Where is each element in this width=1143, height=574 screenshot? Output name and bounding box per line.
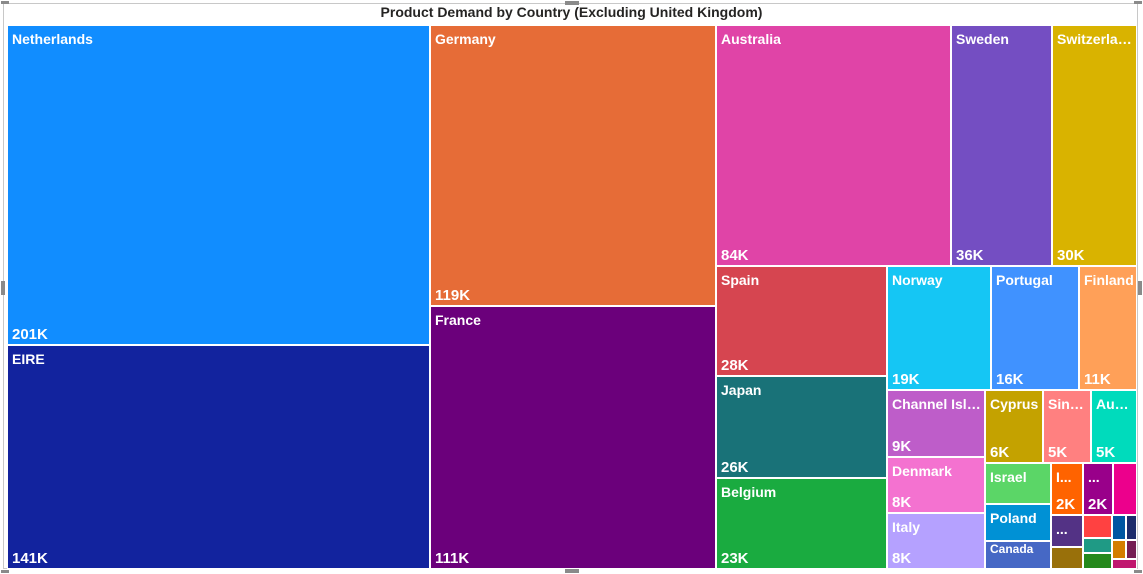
tile-category-label: Portugal	[996, 272, 1053, 288]
resize-handle-bottom[interactable]	[565, 569, 579, 573]
tile-category-label: Australia	[721, 31, 781, 47]
tile-value-label: 26K	[721, 459, 749, 476]
treemap-tile-channel-islands-13[interactable]: Channel Islands 9K	[887, 390, 985, 457]
treemap-tile-singapore-17[interactable]: Singapore 5K	[1043, 390, 1091, 463]
treemap-tile-norway-10[interactable]: Norway 19K	[887, 266, 991, 390]
resize-handle-right[interactable]	[1138, 281, 1142, 295]
treemap-tile-denmark-14[interactable]: Denmark 8K	[887, 457, 985, 513]
tile-value-label: 6K	[990, 444, 1010, 461]
tile-value-label: 28K	[721, 357, 749, 374]
tile-category-label: EIRE	[12, 351, 45, 367]
tile-category-label: ...	[1088, 469, 1100, 485]
tile-category-label: Poland	[990, 510, 1037, 526]
tile-value-label: 2K	[1056, 496, 1076, 513]
treemap-tile-portugal-11[interactable]: Portugal 16K	[991, 266, 1079, 390]
tile-category-label: Belgium	[721, 484, 777, 500]
tile-category-label: Finland	[1084, 272, 1134, 288]
resize-handle-top-right[interactable]	[1134, 1, 1142, 4]
tile-category-label: Channel Islands	[892, 396, 982, 412]
treemap-tile-eire-1[interactable]: EIRE 141K	[7, 345, 430, 569]
tile-category-label: Denmark	[892, 463, 952, 479]
tile-category-label: Germany	[435, 31, 496, 47]
tile-value-label: 5K	[1048, 444, 1068, 461]
tile-value-label: 141K	[12, 550, 48, 567]
tile-value-label: 11K	[1084, 371, 1111, 388]
resize-handle-bottom-right[interactable]	[1134, 570, 1142, 573]
treemap-tile-unlabeled-29[interactable]	[1083, 553, 1112, 569]
tile-value-label: 16K	[996, 371, 1024, 388]
tile-category-label: Austria	[1096, 396, 1134, 412]
treemap-tile-germany-2[interactable]: Germany 119K	[430, 25, 716, 306]
treemap-tile-australia-4[interactable]: Australia 84K	[716, 25, 951, 266]
tile-category-label: Canada	[990, 542, 1034, 556]
treemap-tile-unlabeled-28[interactable]	[1083, 538, 1112, 553]
tile-value-label: 19K	[892, 371, 920, 388]
treemap-tile-unlabeled-30[interactable]	[1112, 515, 1126, 540]
tile-category-label: ...	[1056, 521, 1068, 537]
tile-category-label: Singapore	[1048, 396, 1088, 412]
tile-category-label: Japan	[721, 382, 762, 398]
tile-value-label: 23K	[721, 550, 749, 567]
treemap-tile-unlabeled-27[interactable]	[1083, 515, 1112, 538]
treemap-tile-switzerland-6[interactable]: Switzerland 30K	[1052, 25, 1137, 266]
tile-category-label: Spain	[721, 272, 760, 288]
tile-category-label: France	[435, 312, 481, 328]
treemap-tile-i-22[interactable]: I... 2K	[1051, 463, 1083, 515]
resize-handle-bottom-left[interactable]	[1, 570, 9, 573]
treemap-chart: Netherlands 201K EIRE 141K Germany 119K France…	[7, 25, 1137, 569]
tile-value-label: 30K	[1057, 247, 1085, 264]
treemap-tile-japan-8[interactable]: Japan 26K	[716, 376, 887, 478]
treemap-tile-spain-7[interactable]: Spain 28K	[716, 266, 887, 376]
treemap-tile-finland-12[interactable]: Finland 11K	[1079, 266, 1137, 390]
treemap-tile-cyprus-16[interactable]: Cyprus 6K	[985, 390, 1043, 463]
treemap-tile-unlabeled-31[interactable]	[1112, 540, 1126, 559]
treemap-tile-belgium-9[interactable]: Belgium 23K	[716, 478, 887, 569]
tile-value-label: 119K	[435, 287, 471, 304]
tile-value-label: 111K	[435, 550, 470, 567]
tile-value-label: 8K	[892, 550, 912, 567]
tile-category-label: Switzerland	[1057, 31, 1134, 47]
treemap-tile-unlabeled-23[interactable]: ... 2K	[1083, 463, 1113, 515]
resize-handle-top-left[interactable]	[1, 1, 9, 4]
chart-title: Product Demand by Country (Excluding Uni…	[380, 4, 763, 20]
tile-value-label: 84K	[721, 247, 749, 264]
tile-value-label: 9K	[892, 438, 912, 455]
treemap-tile-unlabeled-25[interactable]: ...	[1051, 515, 1083, 547]
treemap-tile-israel-19[interactable]: Israel	[985, 463, 1051, 504]
tile-category-label: Italy	[892, 519, 921, 535]
tile-value-label: 2K	[1088, 496, 1108, 513]
treemap-tile-sweden-5[interactable]: Sweden 36K	[951, 25, 1052, 266]
tile-value-label: 5K	[1096, 444, 1116, 461]
treemap-tile-canada-21[interactable]: Canada	[985, 541, 1051, 569]
treemap-tile-unlabeled-33[interactable]	[1126, 540, 1137, 559]
resize-handle-left[interactable]	[1, 281, 5, 295]
treemap-tile-netherlands-0[interactable]: Netherlands 201K	[7, 25, 430, 345]
treemap-tile-unlabeled-34[interactable]	[1112, 559, 1137, 569]
tile-category-label: Norway	[892, 272, 943, 288]
tile-category-label: Cyprus	[990, 396, 1039, 412]
tile-category-label: Sweden	[956, 31, 1009, 47]
tile-category-label: Netherlands	[12, 31, 93, 47]
treemap-tile-unlabeled-32[interactable]	[1126, 515, 1137, 540]
tile-value-label: 8K	[892, 494, 912, 511]
treemap-tile-italy-15[interactable]: Italy 8K	[887, 513, 985, 569]
tile-category-label: Israel	[990, 469, 1027, 485]
tile-value-label: 36K	[956, 247, 984, 264]
tile-value-label: 201K	[12, 326, 48, 343]
treemap-tile-austria-18[interactable]: Austria 5K	[1091, 390, 1137, 463]
treemap-tile-unlabeled-26[interactable]	[1051, 547, 1083, 569]
tile-category-label: I...	[1056, 469, 1072, 485]
resize-handle-top[interactable]	[565, 1, 579, 5]
treemap-tile-france-3[interactable]: France 111K	[430, 306, 716, 569]
treemap-tile-poland-20[interactable]: Poland	[985, 504, 1051, 541]
treemap-tile-unlabeled-24[interactable]	[1113, 463, 1137, 515]
